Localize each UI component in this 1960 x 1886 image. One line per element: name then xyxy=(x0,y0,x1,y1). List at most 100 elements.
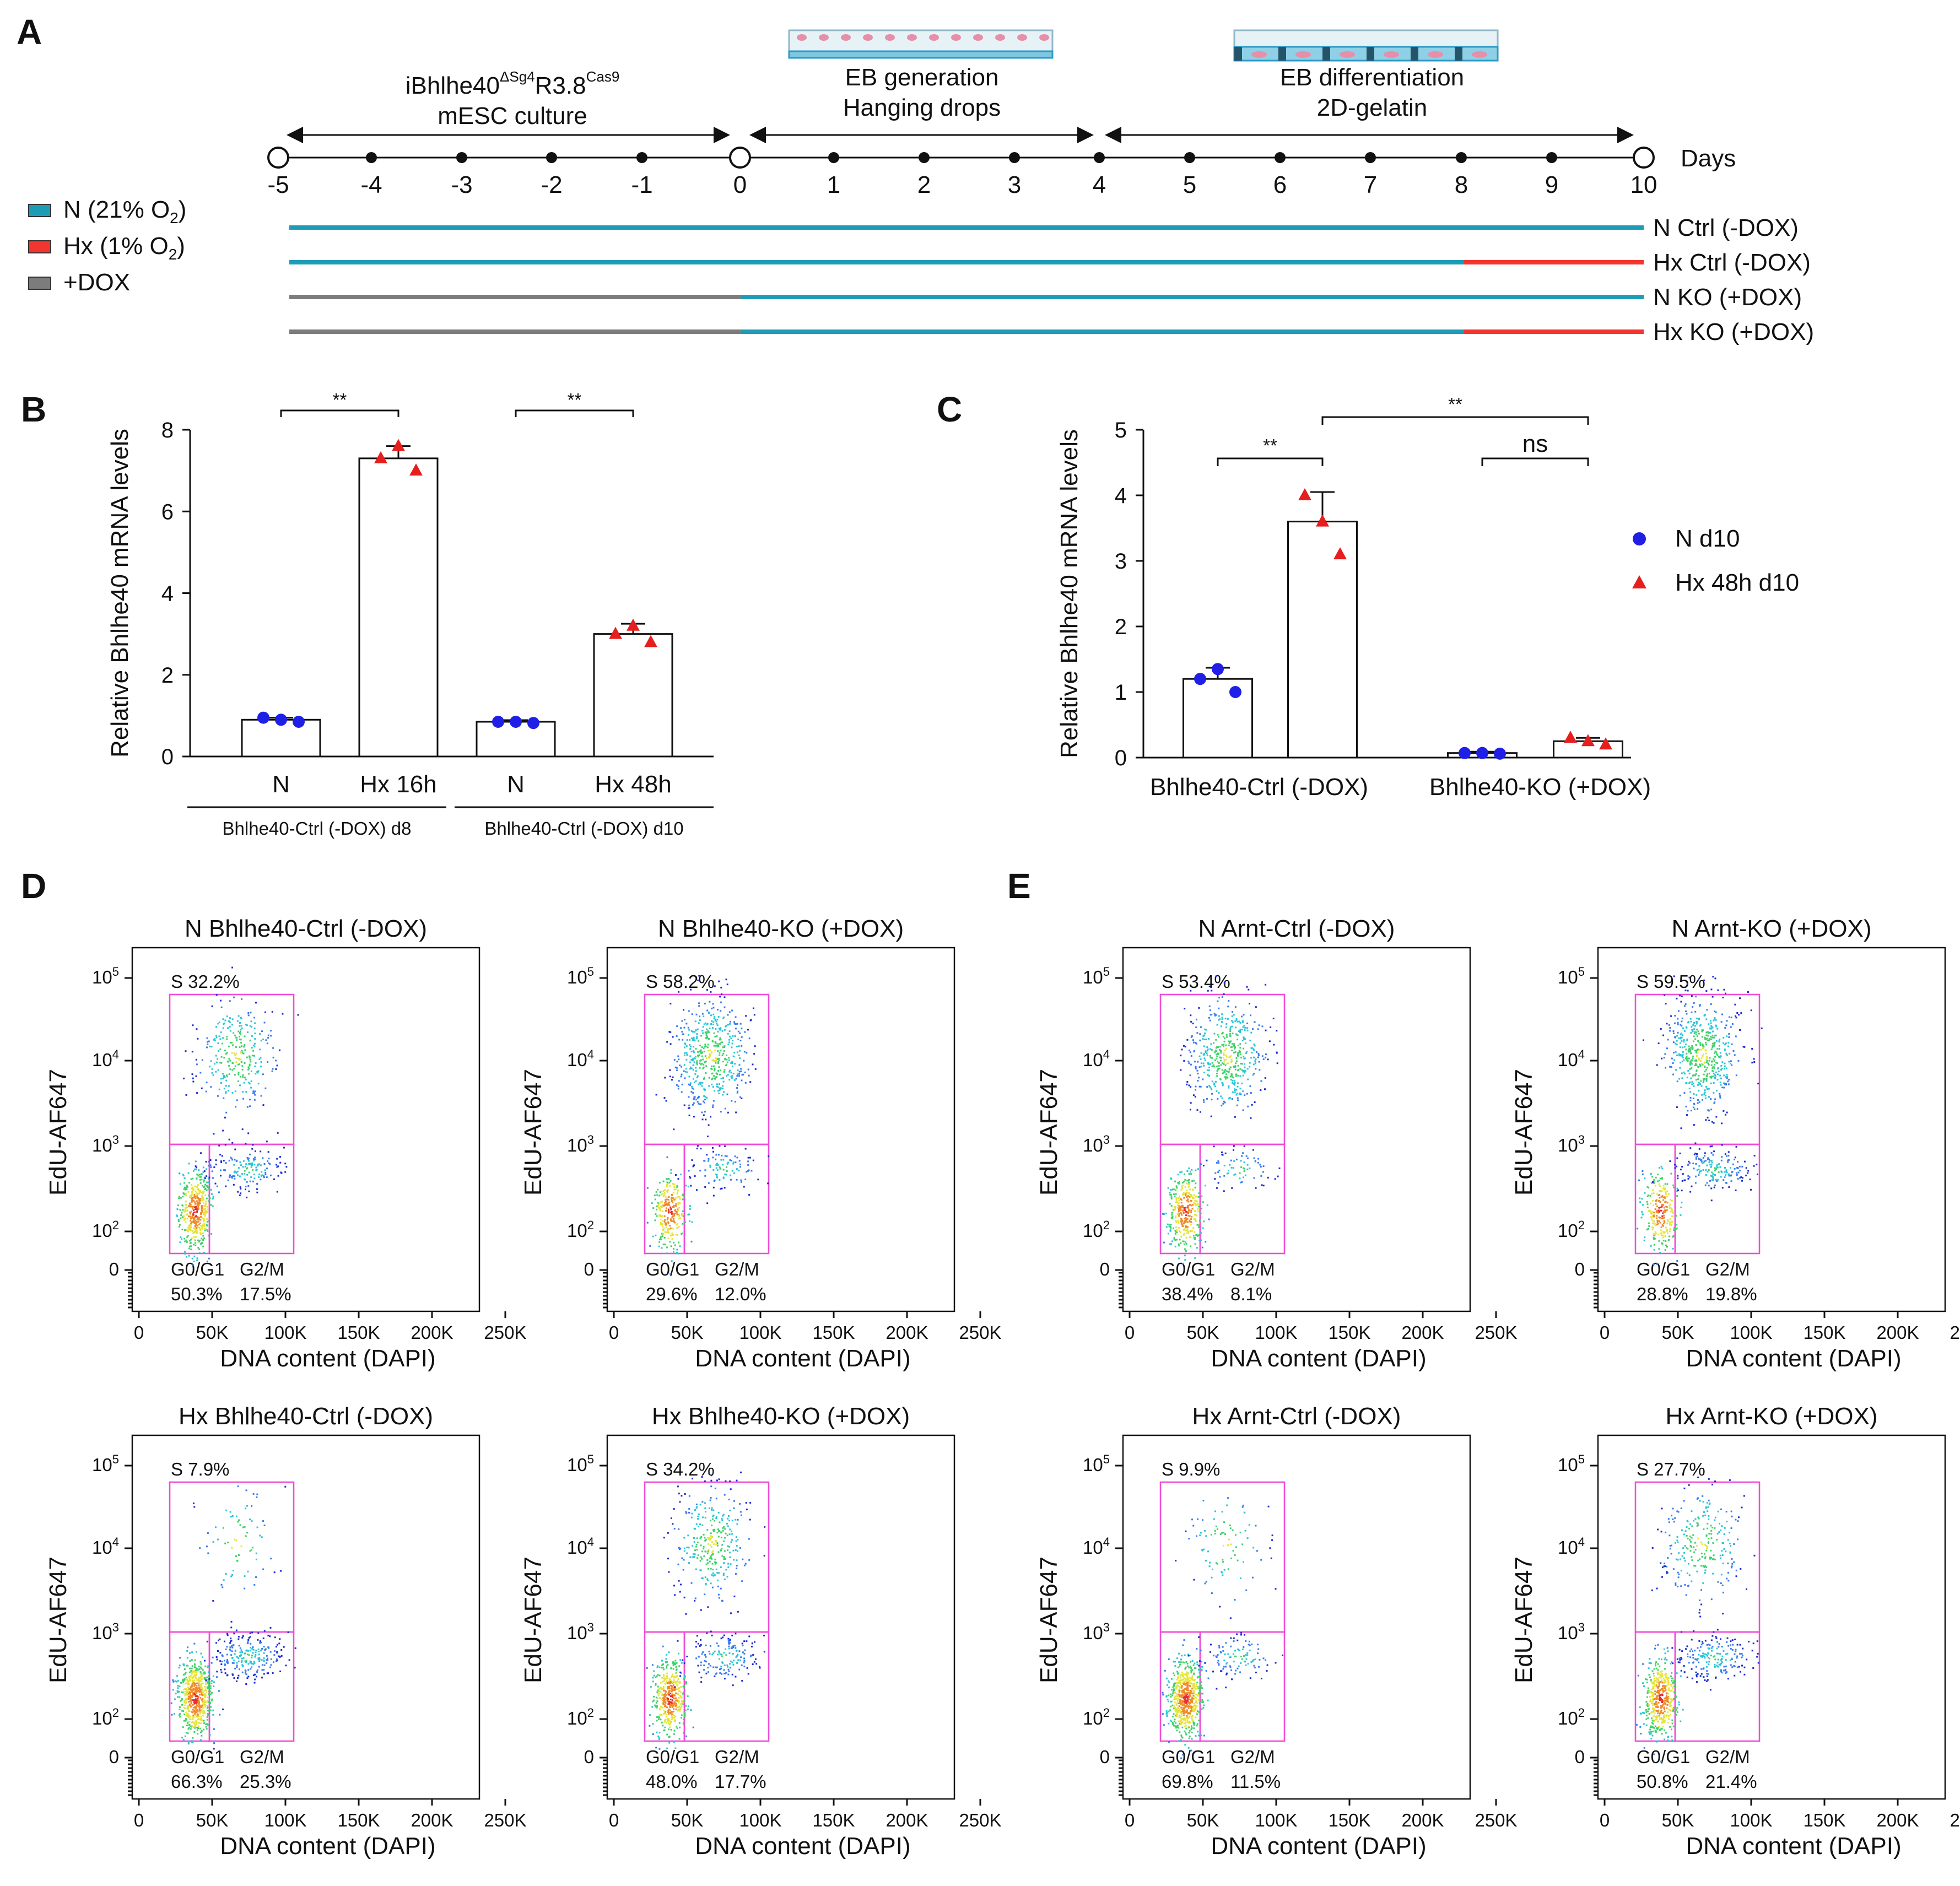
flow-event xyxy=(1229,1028,1232,1030)
flow-event xyxy=(252,1044,255,1046)
flow-event xyxy=(1225,1054,1227,1056)
flow-event xyxy=(657,1188,659,1191)
flow-event xyxy=(1200,1052,1202,1054)
flow-event xyxy=(1672,1041,1675,1044)
flow-event xyxy=(1664,1234,1666,1236)
flow-event xyxy=(1721,1122,1723,1125)
flow-event xyxy=(183,1211,186,1213)
flow-event xyxy=(237,1057,239,1060)
flow-event xyxy=(1244,1071,1246,1073)
flow-event xyxy=(188,1683,191,1685)
flow-event xyxy=(272,1047,274,1049)
flow-event xyxy=(267,1034,269,1036)
flow-event xyxy=(205,1160,207,1163)
flow-event xyxy=(253,1164,256,1166)
flow-event xyxy=(669,1180,672,1182)
flow-event xyxy=(718,1093,720,1095)
flow-event xyxy=(1178,1182,1180,1185)
flow-event xyxy=(1683,1059,1685,1061)
flow-event xyxy=(208,1693,210,1695)
flow-event xyxy=(1695,1050,1697,1052)
flow-event xyxy=(193,1218,196,1220)
flow-event xyxy=(1178,1215,1180,1217)
flow-event xyxy=(725,1025,727,1028)
flow-event xyxy=(1691,995,1693,997)
flow-event xyxy=(206,1723,208,1725)
legend-marker-hx xyxy=(1632,575,1646,588)
flow-event xyxy=(719,1167,721,1169)
flow-event xyxy=(194,1225,196,1228)
flow-event xyxy=(703,1077,705,1079)
flow-event xyxy=(1216,1053,1218,1056)
flow-event xyxy=(1236,1093,1238,1095)
flow-event xyxy=(1257,1028,1259,1030)
flow-event xyxy=(260,1095,262,1097)
flow-event xyxy=(1188,1049,1190,1051)
flow-event xyxy=(1222,1036,1224,1038)
flow-event xyxy=(667,1231,669,1234)
flow-event xyxy=(706,1035,709,1037)
flow-event xyxy=(206,1707,208,1709)
flow-event xyxy=(199,1697,202,1699)
flow-event xyxy=(1681,1202,1683,1204)
flow-event xyxy=(700,1103,702,1105)
flow-event xyxy=(235,1061,237,1063)
flow-event xyxy=(1686,1052,1688,1055)
flow-event xyxy=(211,1170,213,1172)
flow-event xyxy=(1663,1207,1665,1209)
flow-event xyxy=(252,1646,254,1649)
flow-event xyxy=(1717,1073,1719,1076)
flow-event xyxy=(188,1716,191,1718)
flow-event xyxy=(666,1185,668,1187)
y-tick-label: 0 xyxy=(1100,1259,1110,1279)
flow-event xyxy=(1664,1231,1666,1233)
flow-event xyxy=(190,1694,192,1696)
flow-event xyxy=(684,1046,686,1049)
flow-event xyxy=(1227,1172,1229,1174)
flow-event xyxy=(1640,1217,1643,1219)
flow-event xyxy=(193,1260,195,1262)
flow-event xyxy=(1227,1006,1229,1008)
flow-event xyxy=(1185,1195,1187,1197)
flow-event xyxy=(1692,1057,1694,1060)
flow-event xyxy=(1663,1189,1665,1191)
flow-event xyxy=(1211,1066,1213,1068)
flow-event xyxy=(1214,1059,1216,1061)
flow-event xyxy=(1221,1069,1223,1071)
flow-event xyxy=(234,1177,236,1180)
flow-event xyxy=(199,1691,201,1693)
flow-event xyxy=(660,1238,662,1240)
flow-event xyxy=(1683,1030,1686,1032)
flow-event xyxy=(696,1147,698,1149)
flow-event xyxy=(267,1657,269,1660)
flow-event xyxy=(677,1085,679,1088)
flow-event xyxy=(231,1657,234,1659)
flow-event xyxy=(1237,1069,1239,1072)
flow-event xyxy=(228,1020,230,1022)
flow-event xyxy=(695,1080,697,1082)
flow-event xyxy=(701,1082,704,1084)
flow-event xyxy=(1243,1025,1245,1027)
flow-event xyxy=(191,1051,193,1053)
flow-event xyxy=(719,1054,721,1056)
flow-event xyxy=(176,1691,179,1693)
flow-event xyxy=(704,1055,706,1057)
flow-event xyxy=(1689,1068,1691,1070)
flow-event xyxy=(1665,1003,1667,1005)
x-tick-label: 150K xyxy=(812,1322,855,1343)
flow-event xyxy=(201,1673,203,1675)
flow-event xyxy=(1225,1034,1228,1036)
flow-event xyxy=(1185,1250,1187,1252)
flow-event xyxy=(1167,1223,1169,1225)
flow-event xyxy=(1699,1005,1701,1007)
flow-event xyxy=(214,1182,217,1185)
x-tick-label: 0 xyxy=(1600,1322,1610,1343)
flow-event xyxy=(260,1179,262,1181)
flow-event xyxy=(209,1204,211,1206)
x-tick-label: 0 xyxy=(134,1810,144,1830)
flow-event xyxy=(688,1096,690,1098)
flow-event xyxy=(253,1055,255,1057)
flow-event xyxy=(1711,1045,1714,1047)
flow-event xyxy=(1180,1202,1183,1204)
flow-event xyxy=(1198,1224,1200,1226)
